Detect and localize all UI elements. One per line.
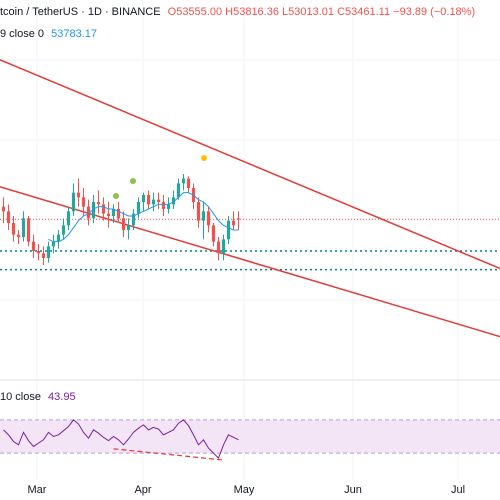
signal-marker	[130, 178, 136, 184]
candle-body	[101, 204, 106, 214]
candle-body	[166, 204, 171, 209]
ma-line	[48, 192, 239, 243]
change-value: −93.89 (−0.18%)	[393, 6, 476, 18]
rsi-line	[3, 419, 239, 459]
candle-body	[16, 234, 21, 237]
candle-body	[206, 211, 211, 226]
candle-body	[161, 202, 166, 209]
candle-body	[196, 202, 201, 221]
candle-body	[31, 241, 36, 251]
candle-body	[141, 195, 146, 202]
candle-body	[91, 202, 96, 219]
candle-body	[21, 218, 26, 237]
candle-body	[186, 178, 191, 188]
candle-body	[121, 218, 126, 230]
x-tick-jul: Jul	[450, 484, 466, 496]
candle-body	[111, 209, 116, 216]
trendline	[0, 58, 500, 270]
candle-body	[136, 202, 141, 214]
candle-body	[216, 241, 221, 254]
candle-body	[71, 192, 76, 212]
candle-body	[1, 206, 6, 212]
rsi-pane	[0, 419, 500, 461]
ma-legend[interactable]: 9 close 0 53783.17	[0, 28, 97, 40]
candle-body	[56, 234, 61, 242]
candle-body	[131, 213, 136, 226]
candle-body	[176, 183, 181, 198]
rsi-label: 10 close	[0, 391, 41, 403]
open-value: O53555.00	[167, 6, 223, 18]
candle-body	[126, 225, 131, 230]
x-tick-apr: Apr	[134, 484, 152, 496]
candle-body	[51, 241, 56, 247]
rsi-divergence-line	[113, 448, 224, 461]
candle-body	[181, 178, 186, 184]
close-value: C53461.11	[337, 6, 391, 18]
signal-marker	[113, 193, 119, 199]
candle-body	[81, 197, 86, 207]
candle-body	[46, 246, 51, 258]
price-pane	[0, 58, 500, 338]
candle-body	[76, 192, 81, 198]
candle-body	[226, 220, 231, 240]
candle-body	[201, 211, 206, 221]
x-tick-may: May	[233, 484, 255, 496]
candle-body	[36, 251, 41, 254]
x-tick-jun: Jun	[344, 484, 362, 496]
signal-marker	[201, 155, 207, 161]
high-value: H53816.36	[225, 6, 279, 18]
candle-body	[41, 253, 46, 258]
candle-body	[231, 220, 236, 226]
candle-body	[11, 223, 16, 235]
ma-value: 53783.17	[51, 28, 97, 40]
symbol-legend[interactable]: tcoin / TetherUS · 1D · BINANCE O53555.0…	[0, 6, 475, 18]
candle-body	[116, 209, 121, 219]
x-tick-mar: Mar	[27, 484, 47, 496]
candle-body	[151, 199, 156, 205]
candle-body	[146, 195, 151, 205]
candle-body	[86, 206, 91, 219]
trendline	[0, 185, 500, 338]
grid-lines	[0, 0, 500, 480]
rsi-legend[interactable]: 10 close 43.95	[0, 391, 76, 403]
candle-body	[6, 211, 11, 223]
ma-label: 9 close 0	[0, 28, 45, 40]
low-value: L53013.01	[282, 6, 335, 18]
candle-body	[106, 213, 111, 216]
rsi-value: 43.95	[48, 391, 76, 403]
candle-body	[156, 199, 161, 202]
rsi-band	[0, 419, 500, 454]
candle-body	[236, 218, 241, 220]
candle-body	[66, 211, 71, 226]
candle-body	[61, 225, 66, 235]
candle-body	[211, 225, 216, 242]
symbol-text[interactable]: tcoin / TetherUS · 1D · BINANCE	[0, 6, 161, 18]
candle-body	[171, 197, 176, 205]
candle-body	[26, 218, 31, 242]
candle-body	[96, 202, 101, 205]
candle-body	[221, 239, 226, 254]
